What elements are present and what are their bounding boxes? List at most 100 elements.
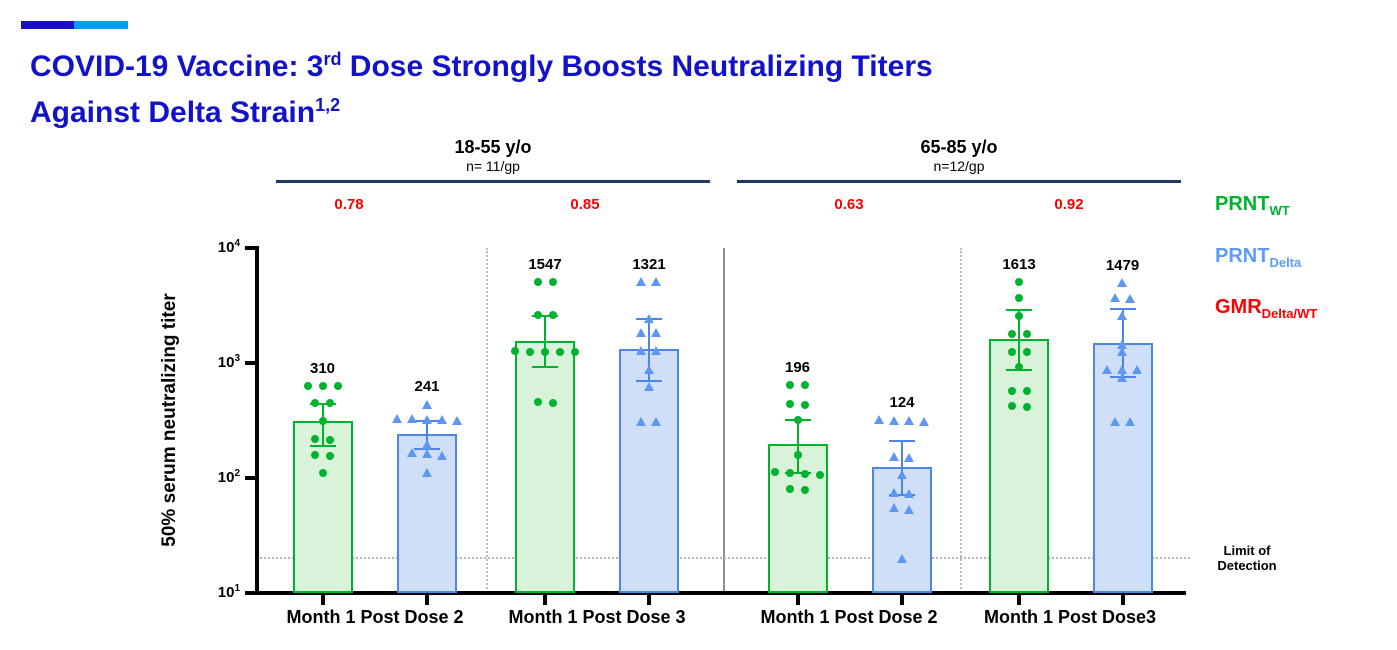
title-superscript-rd: rd	[323, 49, 342, 69]
scatter-point	[889, 487, 899, 497]
scatter-point	[643, 365, 654, 375]
title-footnote-marker: 1,2	[315, 95, 341, 115]
scatter-point	[919, 416, 929, 426]
scatter-point	[889, 503, 899, 513]
legend-item-delta: PRNTDelta	[1215, 245, 1301, 270]
scatter-point	[786, 468, 794, 477]
y-tick-label: 102	[217, 468, 240, 486]
scatter-point	[526, 347, 534, 356]
timepoint-separator-line	[486, 248, 488, 593]
bar-value-label: 1547	[528, 255, 562, 273]
scatter-point	[548, 311, 557, 320]
bar-value-label: 196	[784, 358, 811, 376]
scatter-point	[896, 553, 907, 563]
scatter-point	[904, 489, 914, 499]
scatter-point	[451, 416, 462, 426]
legend-series-subscript: WT	[1269, 203, 1290, 218]
scatter-point	[1117, 373, 1127, 383]
error-bar-cap-bottom	[309, 445, 336, 448]
scatter-point	[421, 449, 432, 459]
accent-bar-dark-segment	[21, 21, 74, 29]
scatter-point	[793, 451, 802, 460]
legend-series-subscript: Delta/WT	[1261, 306, 1318, 321]
scatter-point	[333, 382, 342, 391]
x-axis-line	[245, 591, 1186, 595]
gmr-value-label: 0.92	[1054, 196, 1084, 213]
scatter-point	[651, 346, 661, 356]
page-title: COVID-19 Vaccine: 3rd Dose Strongly Boos…	[30, 40, 933, 132]
scatter-point	[801, 469, 809, 478]
scatter-point	[771, 467, 779, 476]
scatter-point	[533, 398, 542, 407]
scatter-point	[1007, 402, 1016, 411]
scatter-point	[421, 467, 432, 477]
error-bar-cap-bottom	[889, 493, 915, 496]
scatter-point	[1015, 362, 1023, 371]
scatter-point	[1117, 347, 1127, 357]
scatter-point	[311, 435, 319, 444]
legend-series-name: PRNT	[1215, 193, 1270, 215]
x-tick	[320, 595, 325, 605]
scatter-point	[786, 400, 794, 409]
scatter-point	[311, 398, 319, 407]
scatter-point	[326, 399, 334, 408]
group-header-line	[276, 180, 710, 183]
error-bar-cap-top	[309, 402, 336, 405]
bar	[872, 467, 932, 593]
accent-bar-light-segment	[74, 21, 128, 29]
y-tick-label: 101	[217, 583, 240, 601]
limit-of-detection-line	[257, 557, 1190, 560]
bar	[397, 434, 457, 593]
scatter-point	[1132, 365, 1142, 375]
scatter-point	[318, 469, 327, 478]
scatter-point	[1102, 364, 1112, 374]
scatter-point	[904, 452, 914, 462]
error-bar-cap-top	[532, 315, 558, 318]
scatter-point	[406, 414, 417, 424]
x-tick	[795, 595, 800, 605]
y-axis-title: 50% serum neutralizing titer	[159, 293, 180, 547]
scatter-point	[1117, 278, 1127, 288]
x-tick	[1120, 595, 1125, 605]
scatter-point	[548, 277, 557, 286]
scatter-point	[1015, 312, 1023, 321]
scatter-point	[786, 380, 794, 389]
title-line2: Against Delta Strain1,2	[30, 95, 341, 129]
scatter-point	[326, 452, 334, 461]
x-axis-label: Month 1 Post Dose 3	[508, 607, 686, 627]
scatter-point	[556, 348, 564, 357]
error-bar-cap-bottom	[532, 365, 558, 368]
legend-item-wt: PRNTWT	[1215, 193, 1290, 218]
y-tick	[245, 246, 257, 250]
bar-value-label: 241	[414, 378, 440, 395]
error-bar-cap-bottom	[784, 472, 811, 475]
scatter-point	[904, 505, 914, 515]
group-n-label: n=12/gp	[933, 158, 985, 174]
error-bar-line	[648, 318, 650, 383]
x-axis-label: Month 1 Post Dose 2	[286, 607, 464, 627]
scatter-point	[636, 277, 646, 287]
error-bar-cap-top	[1109, 308, 1136, 311]
scatter-point	[786, 485, 794, 494]
scatter-point	[889, 415, 899, 425]
scatter-point	[904, 416, 914, 426]
scatter-point	[801, 486, 809, 495]
scatter-point	[651, 277, 661, 287]
scatter-point	[511, 347, 519, 356]
error-bar-cap-top	[1006, 308, 1032, 311]
scatter-point	[816, 470, 824, 479]
scatter-point	[1124, 293, 1135, 303]
y-tick-label: 104	[217, 238, 240, 256]
scatter-point	[421, 399, 432, 409]
age-group-separator-line	[723, 248, 725, 593]
y-tick-label: 103	[217, 353, 240, 371]
x-tick	[425, 595, 429, 605]
scatter-point	[318, 417, 327, 426]
scatter-point	[436, 450, 447, 460]
scatter-point	[1015, 277, 1023, 286]
scatter-point	[1117, 364, 1127, 374]
bar	[989, 339, 1049, 593]
scatter-point	[1109, 293, 1120, 303]
y-axis-line	[255, 246, 259, 595]
scatter-point	[1007, 386, 1016, 395]
